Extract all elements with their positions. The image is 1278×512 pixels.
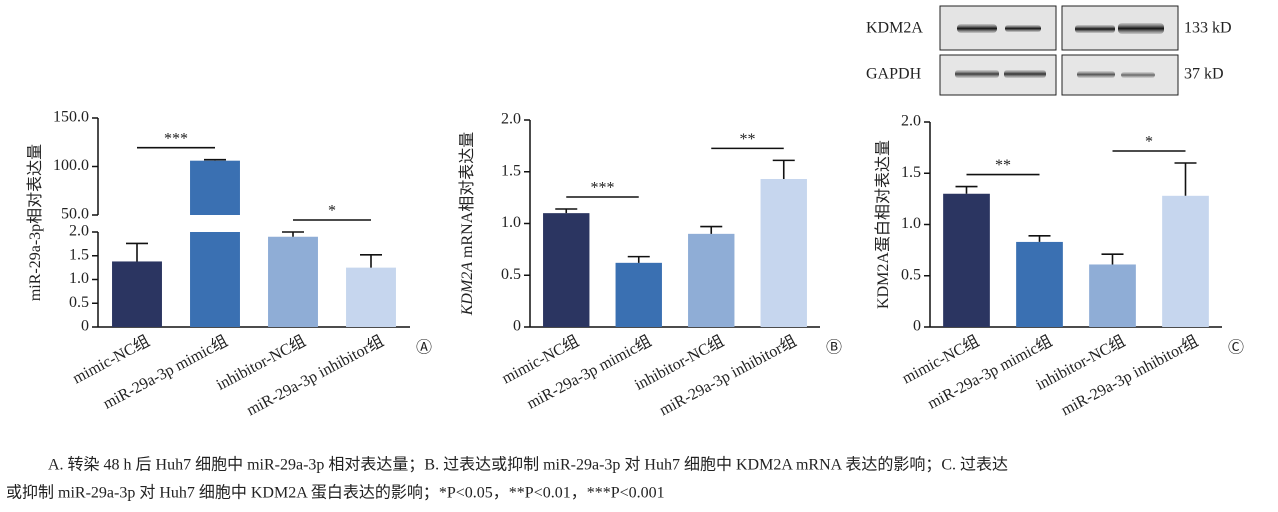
significance-label: * — [328, 203, 336, 220]
blot-band — [955, 70, 999, 78]
y-tick-label: 1.0 — [501, 214, 521, 231]
bar — [543, 213, 589, 327]
blot-size: 133 kD — [1184, 20, 1232, 37]
blot-label: KDM2A — [866, 20, 923, 37]
bar — [1016, 242, 1063, 327]
bar — [1162, 196, 1209, 327]
y-tick-label: 2.0 — [69, 223, 89, 240]
y-axis-label-text: miR-29a-3p相对表达量 — [26, 144, 44, 301]
x-tick-label: miR-29a-3p mimic组 — [925, 332, 1055, 413]
x-tick-label: miR-29a-3p inhibitor组 — [656, 332, 799, 419]
error-bar — [1102, 254, 1124, 264]
blot-band — [1121, 72, 1155, 78]
blot-band — [1118, 23, 1164, 34]
y-tick-label: 1.5 — [69, 246, 89, 263]
error-bar — [360, 255, 382, 268]
y-axis-label-italic: KDM2A — [459, 262, 476, 317]
y-tick-label: 0 — [81, 318, 89, 335]
y-axis-label-text: KDM2A蛋白相对表达量 — [874, 140, 892, 309]
y-tick-label: 0 — [913, 318, 921, 335]
blot-label: GAPDH — [866, 66, 922, 83]
y-tick-label: 1.5 — [501, 162, 521, 179]
significance-label: *** — [591, 180, 615, 197]
blot-size: 37 kD — [1184, 66, 1224, 83]
panel-label: Ⓒ — [1228, 339, 1244, 357]
panel-label: Ⓑ — [826, 339, 842, 357]
blot-band — [1005, 25, 1041, 32]
blot-band — [957, 24, 997, 33]
y-axis-label: KDM2A蛋白相对表达量 — [874, 140, 892, 309]
bar — [346, 268, 396, 327]
y-tick-label: 0 — [513, 318, 521, 335]
error-bar — [1175, 163, 1197, 196]
significance-label: ** — [995, 157, 1011, 174]
y-axis-label: KDM2A mRNA相对表达量 — [458, 132, 476, 317]
error-bar — [628, 257, 650, 263]
y-tick-label: 1.0 — [901, 215, 921, 232]
western-blot: KDM2A GAPDH 133 kD 37 kD — [866, 6, 1232, 95]
caption-line: A. 转染 48 h 后 Huh7 细胞中 miR-29a-3p 相对表达量；B… — [48, 456, 1008, 474]
x-tick-label: miR-29a-3p mimic组 — [524, 332, 654, 413]
bar — [190, 232, 240, 327]
bar — [688, 234, 734, 327]
error-bar — [1029, 236, 1051, 242]
y-tick-label: 0.5 — [501, 266, 521, 283]
error-bar — [555, 209, 577, 213]
blot-band — [1004, 70, 1046, 78]
x-tick-label: miR-29a-3p inhibitor组 — [1058, 332, 1201, 419]
error-bar — [204, 160, 226, 161]
significance-label: *** — [164, 130, 188, 147]
error-bar — [773, 160, 795, 179]
significance-label: ** — [740, 131, 756, 148]
x-tick-label: miR-29a-3p inhibitor组 — [244, 332, 387, 419]
blot-band — [1075, 25, 1115, 33]
y-axis-label: miR-29a-3p相对表达量 — [26, 144, 44, 301]
blot-band — [1077, 71, 1115, 78]
error-bar — [956, 187, 978, 194]
y-tick-label: 50.0 — [61, 206, 89, 223]
x-tick-label: miR-29a-3p mimic组 — [100, 332, 230, 413]
y-tick-label: 2.0 — [901, 113, 921, 130]
caption-line: 或抑制 miR-29a-3p 对 Huh7 细胞中 KDM2A 蛋白表达的影响；… — [6, 484, 665, 502]
bar — [1089, 264, 1136, 327]
bar — [190, 161, 240, 215]
y-tick-label: 150.0 — [53, 109, 89, 126]
figure: KDM2A GAPDH 133 kD 37 kD A. 转染 48 h 后 Hu… — [0, 0, 1278, 512]
error-bar — [700, 227, 722, 234]
error-bar — [282, 232, 304, 237]
significance-label: * — [1145, 134, 1153, 151]
y-tick-label: 0.5 — [901, 266, 921, 283]
bar — [268, 237, 318, 327]
error-bar — [126, 243, 148, 261]
bar — [943, 194, 990, 327]
panel-label: Ⓐ — [416, 339, 432, 357]
bar — [761, 179, 807, 327]
y-tick-label: 2.0 — [501, 111, 521, 128]
y-tick-label: 1.5 — [901, 164, 921, 181]
y-axis-label-text: mRNA相对表达量 — [458, 132, 476, 262]
bar — [616, 263, 662, 327]
y-tick-label: 100.0 — [53, 157, 89, 174]
y-tick-label: 1.0 — [69, 270, 89, 287]
bar — [112, 261, 162, 327]
y-tick-label: 0.5 — [69, 294, 89, 311]
